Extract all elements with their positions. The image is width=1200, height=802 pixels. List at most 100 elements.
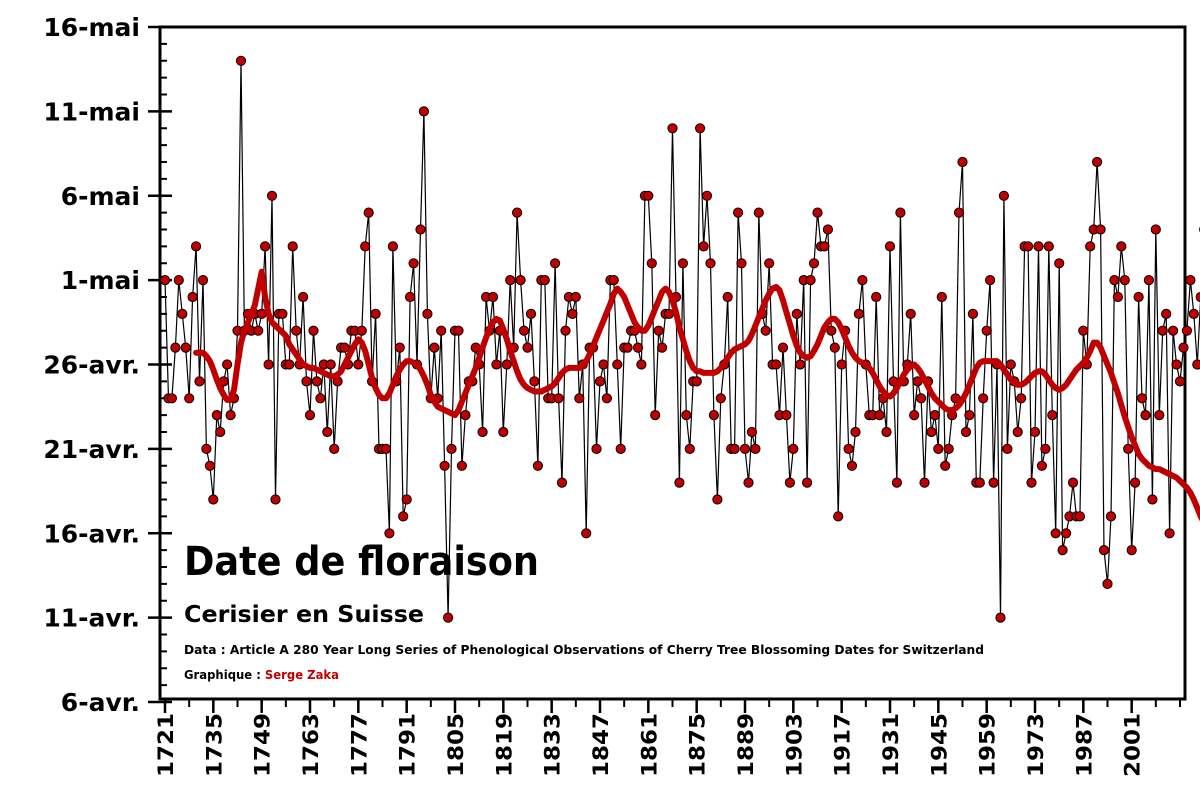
data-point-1943 — [926, 426, 937, 438]
x-tick-label: 1735 — [202, 713, 226, 777]
data-point-1863 — [650, 410, 661, 421]
data-point-1871 — [677, 258, 689, 269]
data-point-1824 — [515, 275, 526, 286]
data-point-2015 — [1174, 376, 1186, 387]
data-point-1739 — [222, 359, 233, 370]
data-point-1802 — [439, 460, 450, 471]
data-point-1778 — [356, 325, 367, 336]
data-point-1803 — [443, 612, 454, 623]
y-axis-tick-labels: 6-avr. 11-avr. 16-avr. 21-avr. 26-avr. 1-mai 6… — [43, 13, 140, 717]
data-point-1840 — [570, 291, 581, 303]
data-point-1762 — [301, 376, 312, 387]
data-point-1905 — [795, 359, 806, 370]
data-point-2009 — [1154, 410, 1165, 421]
credit-prefix: Graphique : — [184, 667, 265, 682]
data-point-1729 — [187, 291, 198, 303]
data-point-1867 — [663, 308, 675, 319]
data-point-1927 — [871, 291, 882, 303]
data-point-1938 — [909, 410, 920, 421]
data-point-1827 — [525, 308, 537, 319]
data-point-1780 — [363, 207, 374, 218]
data-point-2014 — [1171, 359, 1182, 370]
data-point-1972 — [1026, 477, 1037, 488]
data-point-1930 — [881, 426, 892, 438]
x-tick-label: 1861 — [637, 713, 661, 777]
data-point-1766 — [315, 393, 326, 404]
data-point-1795 — [415, 224, 426, 235]
x-tick-label: 1987 — [1072, 713, 1096, 777]
data-point-1758 — [287, 241, 298, 252]
data-point-1735 — [208, 494, 219, 505]
y-tick-label: 26-avr. — [43, 351, 140, 380]
data-point-1907 — [802, 477, 813, 488]
data-point-1825 — [518, 325, 530, 336]
x-tick-label: 1973 — [1024, 713, 1048, 777]
data-point-1835 — [553, 393, 564, 404]
data-point-1902 — [784, 477, 796, 488]
data-point-1901 — [781, 410, 792, 421]
data-point-1878 — [701, 190, 713, 201]
data-point-1859 — [636, 359, 647, 370]
data-point-2000 — [1123, 443, 1134, 454]
data-point-1865 — [657, 342, 668, 353]
data-point-1986 — [1074, 511, 1086, 522]
x-tick-label: 1945 — [927, 713, 951, 777]
data-point-1886 — [729, 443, 740, 454]
data-point-1829 — [532, 460, 544, 471]
data-point-1963 — [995, 612, 1006, 623]
data-point-1763 — [304, 410, 316, 421]
data-point-1945 — [933, 443, 944, 454]
data-point-1921 — [850, 426, 861, 438]
data-point-1785 — [380, 443, 392, 454]
data-point-1787 — [387, 241, 398, 252]
data-point-1981 — [1057, 545, 1068, 556]
data-point-1808 — [460, 410, 471, 421]
data-point-1819 — [498, 426, 509, 438]
x-tick-label: 1833 — [541, 713, 565, 777]
data-point-1917 — [836, 359, 847, 370]
data-point-1879 — [705, 258, 716, 269]
data-point-1799 — [429, 342, 440, 353]
x-tick-label: 1763 — [299, 713, 323, 777]
data-point-1975 — [1036, 460, 1048, 471]
data-point-2008 — [1150, 224, 1161, 235]
data-point-1890 — [743, 477, 754, 488]
data-point-1779 — [360, 241, 371, 252]
data-point-1782 — [370, 308, 381, 319]
data-point-1960 — [985, 275, 996, 286]
data-point-1872 — [681, 410, 692, 421]
data-point-1770 — [329, 443, 340, 454]
data-point-1793 — [408, 258, 419, 269]
data-point-1998 — [1116, 241, 1127, 252]
data-point-1933 — [891, 477, 903, 488]
x-tick-label: 1903 — [782, 713, 806, 777]
data-point-1980 — [1054, 258, 1065, 269]
data-point-1947 — [940, 460, 951, 471]
data-point-1989 — [1085, 241, 1096, 252]
data-point-1910 — [812, 207, 823, 218]
data-point-1736 — [211, 410, 222, 421]
data-point-1773 — [339, 342, 350, 353]
data-point-1931 — [884, 241, 896, 252]
data-point-1813 — [477, 426, 488, 438]
data-point-1753 — [270, 494, 281, 505]
data-point-1979 — [1050, 528, 1061, 539]
data-point-1751 — [263, 359, 274, 370]
data-point-1804 — [446, 443, 457, 454]
data-point-1898 — [771, 359, 782, 370]
x-tick-label: 1791 — [396, 713, 420, 777]
data-point-1892 — [750, 443, 761, 454]
data-point-1877 — [698, 241, 709, 252]
data-point-1823 — [512, 207, 523, 218]
data-point-1993 — [1098, 545, 1110, 556]
data-point-1807 — [456, 460, 467, 471]
data-point-1828 — [529, 376, 540, 387]
data-point-1730 — [191, 241, 202, 252]
data-point-1978 — [1047, 410, 1058, 421]
y-tick-label: 6-avr. — [61, 688, 140, 717]
y-tick-label: 6-mai — [61, 182, 140, 211]
x-tick-label: 1749 — [251, 713, 275, 777]
data-point-2006 — [1143, 275, 1155, 286]
data-point-1991 — [1092, 156, 1103, 168]
